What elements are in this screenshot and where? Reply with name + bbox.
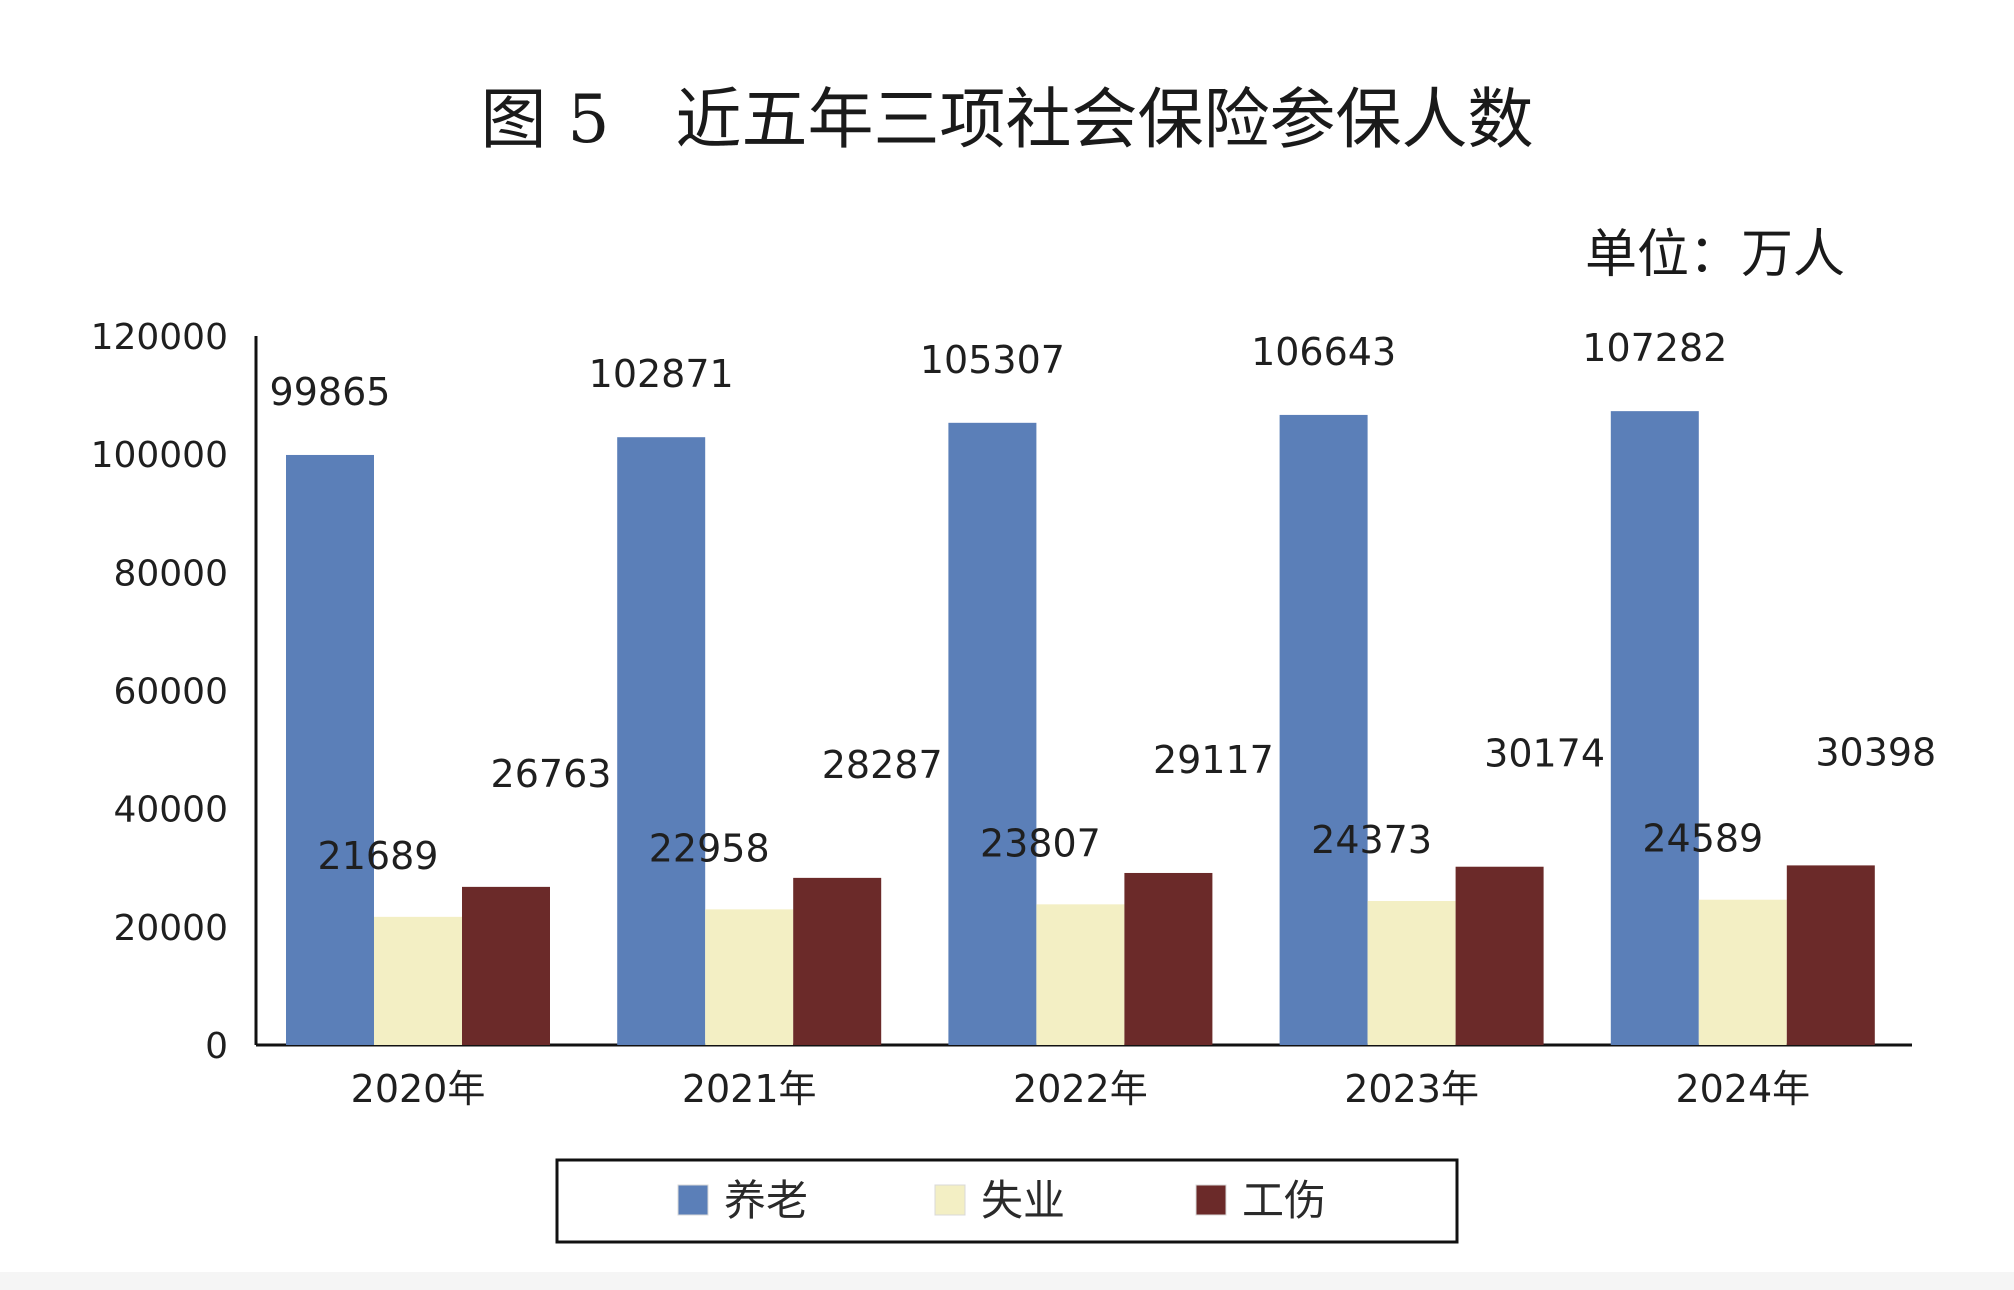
legend-label-失业: 失业: [981, 1176, 1065, 1225]
data-label: 23807: [980, 821, 1101, 865]
bar-工伤-2021年: [793, 877, 882, 1045]
bar-工伤-2022年: [1124, 872, 1213, 1045]
data-label: 106643: [1251, 330, 1396, 374]
data-label: 24373: [1311, 818, 1432, 862]
plot-area: 0 20000 40000 60000 80000 100000 120000 99865 21…: [91, 317, 1937, 1111]
data-label: 28287: [822, 743, 943, 787]
legend-swatch-养老: [677, 1184, 709, 1216]
bar-失业-2022年: [1036, 904, 1125, 1045]
data-label: 102871: [589, 352, 734, 396]
x-tick-label: 2022年: [1013, 1067, 1148, 1111]
data-label: 22958: [649, 826, 770, 870]
x-tick-label: 2023年: [1344, 1067, 1479, 1111]
page-bottom-band: [0, 1272, 2014, 1290]
x-tick-label: 2021年: [682, 1067, 817, 1111]
legend-swatch-工伤: [1195, 1184, 1227, 1216]
bar-养老-2020年: [286, 454, 374, 1045]
bar-失业-2020年: [374, 916, 462, 1045]
bar-养老-2024年: [1610, 411, 1699, 1045]
x-tick-label: 2020年: [351, 1067, 486, 1111]
y-tick-label: 0: [205, 1026, 228, 1067]
y-tick-label: 120000: [91, 317, 228, 358]
data-label: 26763: [491, 752, 612, 796]
y-tick-label: 40000: [113, 790, 228, 831]
bar-失业-2023年: [1367, 900, 1456, 1045]
chart-title: 图 5 近五年三项社会保险参保人数: [481, 81, 1534, 158]
bar-工伤-2024年: [1786, 865, 1875, 1045]
unit-label: 单位：万人: [1585, 225, 1845, 285]
data-label: 29117: [1153, 738, 1274, 782]
data-label: 30398: [1815, 730, 1936, 774]
bar-工伤-2023年: [1455, 866, 1544, 1045]
bar-养老-2021年: [617, 437, 706, 1045]
bar-养老-2023年: [1279, 414, 1368, 1045]
legend-label-工伤: 工伤: [1242, 1176, 1326, 1225]
data-label: 99865: [270, 370, 391, 414]
data-label: 105307: [920, 338, 1065, 382]
legend: 养老 失业 工伤: [555, 1158, 1459, 1244]
bar-工伤-2020年: [462, 886, 550, 1045]
y-tick-label: 100000: [91, 435, 228, 476]
y-tick-label: 20000: [113, 908, 228, 949]
legend-label-养老: 养老: [724, 1176, 808, 1225]
bar-失业-2024年: [1698, 899, 1787, 1045]
data-label: 21689: [318, 834, 439, 878]
data-label: 24589: [1642, 817, 1763, 861]
x-tick-label: 2024年: [1675, 1067, 1810, 1111]
bar-失业-2021年: [705, 909, 794, 1045]
data-label: 30174: [1484, 732, 1605, 776]
bar-养老-2022年: [948, 422, 1037, 1045]
y-tick-label: 60000: [113, 672, 228, 713]
data-label: 107282: [1582, 326, 1727, 370]
legend-swatch-失业: [934, 1184, 966, 1216]
y-tick-label: 80000: [113, 553, 228, 594]
